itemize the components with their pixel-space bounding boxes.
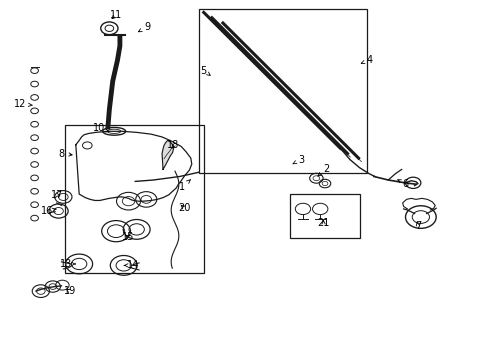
Text: 1: 1 <box>179 180 190 192</box>
Text: 14: 14 <box>124 260 139 270</box>
Bar <box>199 9 366 173</box>
Text: 9: 9 <box>138 22 150 32</box>
Text: 5: 5 <box>200 66 210 76</box>
Text: 13: 13 <box>60 259 75 269</box>
Text: 21: 21 <box>317 218 329 228</box>
Text: 10: 10 <box>93 123 108 133</box>
Text: 19: 19 <box>63 286 76 296</box>
Text: 20: 20 <box>178 203 190 213</box>
Polygon shape <box>162 140 173 170</box>
Text: 18: 18 <box>167 140 179 150</box>
Text: 16: 16 <box>41 206 56 216</box>
Text: 4: 4 <box>361 55 372 65</box>
Text: 2: 2 <box>317 165 328 176</box>
Bar <box>64 125 203 274</box>
Text: 15: 15 <box>122 232 134 242</box>
Text: 8: 8 <box>58 149 72 158</box>
Text: 6: 6 <box>397 179 407 189</box>
Text: 12: 12 <box>14 99 32 109</box>
Bar <box>289 194 359 238</box>
Text: 11: 11 <box>110 10 122 20</box>
Text: 3: 3 <box>292 154 304 165</box>
Text: 7: 7 <box>414 221 420 231</box>
Text: 17: 17 <box>50 190 62 200</box>
